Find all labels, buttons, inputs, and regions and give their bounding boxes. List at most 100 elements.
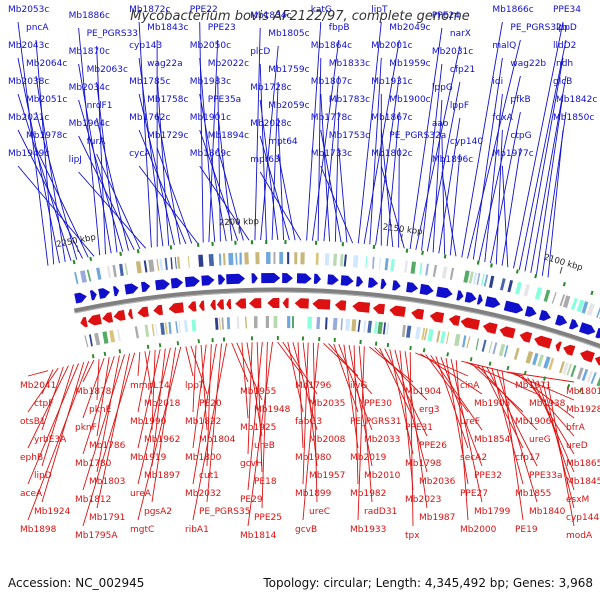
reverse-gene-label: Mb1791 xyxy=(89,513,125,523)
forward-gene-arrow xyxy=(201,275,215,286)
forward-gene-leader-line xyxy=(438,117,461,254)
reverse-feature-block xyxy=(109,330,116,343)
forward-feature-block xyxy=(534,287,543,300)
forward-gene-leader-line xyxy=(518,39,567,270)
forward-gene-label: Mb1886c xyxy=(69,11,110,21)
reverse-gene-label: Mb1987 xyxy=(419,513,455,523)
reverse-gene-leader-line xyxy=(466,361,538,395)
reverse-gene-label: Mb1980 xyxy=(295,453,332,463)
forward-gene-label: Mb1843c xyxy=(147,23,188,33)
forward-orf-marker xyxy=(590,290,594,296)
forward-gene-label: Mb2049c xyxy=(389,23,430,33)
forward-gene-leader-line xyxy=(461,21,503,258)
reverse-gene-label: Mb1878 xyxy=(75,387,112,397)
forward-gene-label: Mb1783c xyxy=(329,95,370,105)
forward-gene-leader-line xyxy=(441,135,446,255)
forward-gene-label: Mb1758c xyxy=(147,95,188,105)
forward-gene-arrow xyxy=(74,292,87,304)
reverse-gene-label: Mb1919 xyxy=(130,453,167,463)
forward-gene-leader-line xyxy=(357,21,382,244)
reverse-feature-block xyxy=(481,339,487,352)
reverse-gene-label: Mb1924 xyxy=(34,507,71,517)
reverse-gene-label: PPE31 xyxy=(405,423,433,433)
forward-gene-leader-line xyxy=(415,45,461,250)
forward-gene-label: plcD xyxy=(250,47,270,57)
forward-gene-leader-line xyxy=(421,63,443,251)
reverse-feature-block xyxy=(513,347,520,360)
reverse-gene-leader-line xyxy=(200,344,208,431)
forward-gene-arrow xyxy=(184,276,200,288)
forward-gene-leader-line xyxy=(17,129,83,259)
reverse-gene-arrow xyxy=(187,301,197,312)
reverse-orf-marker xyxy=(523,370,527,375)
forward-feature-block xyxy=(499,278,506,291)
reverse-gene-leader-line xyxy=(517,374,575,419)
reverse-gene-leader-line xyxy=(425,354,469,413)
reverse-gene-leader-line xyxy=(357,346,365,521)
forward-gene-leader-line xyxy=(320,129,342,243)
forward-gene-arrow xyxy=(155,279,170,291)
forward-gene-label: Mb1894c xyxy=(208,131,249,141)
kbp-tick-label: 2150 kbp xyxy=(382,222,423,237)
reverse-gene-leader-line xyxy=(82,356,115,455)
forward-gene-label: Mb1842c xyxy=(556,95,597,105)
reverse-gene-label: Mb1803 xyxy=(89,477,125,487)
forward-gene-leader-line xyxy=(260,45,279,241)
reverse-gene-label: Mb1938 xyxy=(529,399,566,409)
reverse-gene-leader-line xyxy=(256,342,263,473)
reverse-gene-arrow xyxy=(199,300,205,311)
reverse-gene-leader-line xyxy=(27,361,90,521)
reverse-gene-leader-line xyxy=(333,343,359,413)
forward-gene-label: cfp21 xyxy=(450,65,475,75)
forward-feature-block xyxy=(515,281,523,295)
forward-gene-label: PE_PGRS32b xyxy=(510,23,567,33)
forward-gene-label: Mb2034c xyxy=(69,83,110,93)
forward-gene-leader-line xyxy=(547,129,564,278)
reverse-feature-block xyxy=(562,362,569,375)
reverse-gene-label: Mb1905 xyxy=(474,399,510,409)
reverse-feature-block xyxy=(525,350,534,364)
forward-gene-leader-line xyxy=(259,99,279,241)
reverse-gene-arrow xyxy=(482,322,498,334)
reverse-gene-arrow xyxy=(352,301,371,313)
forward-gene-leader-line xyxy=(17,165,95,257)
forward-gene-label: lppF xyxy=(450,101,469,111)
forward-gene-leader-line xyxy=(484,93,503,262)
reverse-gene-arrow xyxy=(334,300,347,311)
reverse-gene-label: PPE27 xyxy=(460,489,488,499)
reverse-gene-leader-line xyxy=(445,358,469,485)
forward-gene-leader-line xyxy=(375,75,400,246)
forward-gene-label: Mb1872c xyxy=(129,5,170,15)
reverse-gene-arrow xyxy=(102,312,114,323)
forward-gene-arrow xyxy=(261,273,281,284)
reverse-gene-arrow xyxy=(460,317,480,330)
reverse-gene-leader-line xyxy=(507,371,575,383)
forward-gene-label: Mb2059c xyxy=(268,101,309,111)
reverse-gene-arrow xyxy=(113,310,126,321)
reverse-gene-label: Mb2035 xyxy=(309,399,345,409)
reverse-gene-label: cyp144 xyxy=(566,513,599,523)
forward-gene-leader-line xyxy=(254,27,261,241)
forward-gene-label: Mb1901c xyxy=(190,113,231,123)
forward-gene-leader-line xyxy=(17,93,72,261)
forward-feature-block xyxy=(80,270,87,283)
forward-gene-arrow xyxy=(464,291,477,303)
reverse-gene-leader-line xyxy=(343,344,359,449)
forward-gene-label: Mb1729c xyxy=(147,131,188,141)
reverse-gene-label: Mb1948 xyxy=(254,405,291,415)
forward-gene-leader-line xyxy=(217,111,233,241)
reverse-gene-label: PE20 xyxy=(199,399,222,409)
forward-gene-arrow xyxy=(456,290,464,301)
reverse-gene-arrow xyxy=(448,315,461,326)
forward-gene-leader-line xyxy=(259,171,302,241)
reverse-gene-leader-line xyxy=(192,343,228,521)
forward-gene-leader-line xyxy=(334,111,340,242)
forward-gene-leader-line xyxy=(156,75,170,246)
forward-gene-label: PPE23 xyxy=(208,23,236,33)
reverse-gene-label: lppT xyxy=(185,381,205,391)
reverse-gene-arrow xyxy=(499,326,516,339)
reverse-feature-block xyxy=(566,363,573,376)
forward-gene-leader-line xyxy=(271,81,279,241)
forward-feature-block xyxy=(562,295,571,308)
